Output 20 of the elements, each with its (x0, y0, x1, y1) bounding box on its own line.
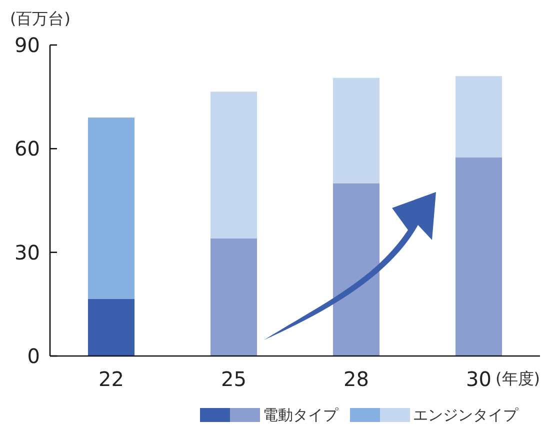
bar (88, 298, 135, 356)
x-tick-label: 28 (344, 367, 369, 391)
x-tick-label: 30 (466, 367, 492, 391)
x-tick-label: 22 (98, 367, 124, 391)
bar (210, 238, 258, 356)
bar (332, 183, 380, 356)
bar (455, 76, 502, 158)
y-tick-label: 60 (14, 136, 40, 161)
bar (88, 118, 135, 299)
bar (332, 78, 380, 184)
y-tick-label: 30 (14, 240, 40, 264)
y-axis-title: (百万台) (10, 9, 70, 28)
x-axis-title: (年度) (496, 369, 540, 388)
y-tick-label: 0 (27, 344, 40, 368)
bar (210, 92, 258, 239)
legend-label: 電動タイプ (263, 406, 339, 424)
bar (455, 157, 502, 356)
y-tick-label: 90 (14, 33, 40, 57)
x-tick-label: 25 (221, 367, 246, 391)
legend-label: エンジンタイプ (413, 406, 519, 424)
